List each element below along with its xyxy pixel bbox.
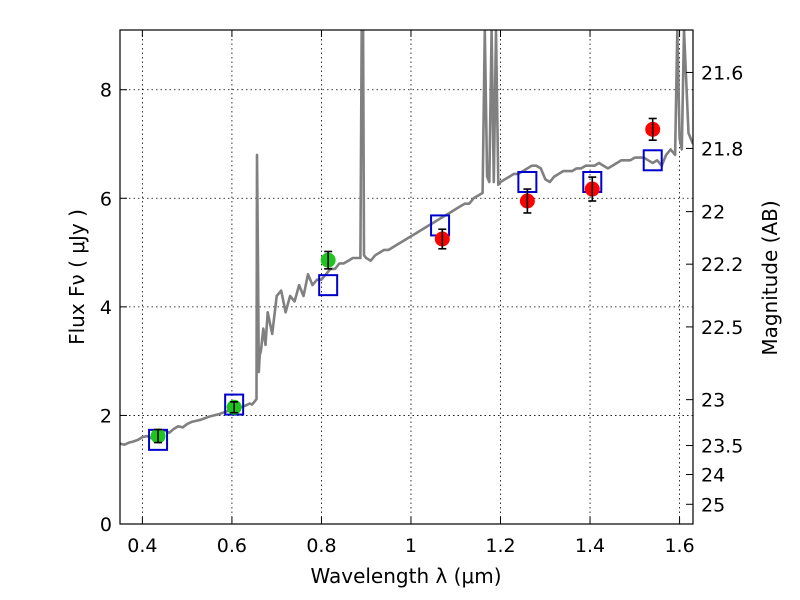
y-tick-label: 0	[100, 514, 112, 536]
y-tick-label: 4	[100, 297, 112, 319]
x-tick-label: 1.4	[575, 535, 605, 557]
y-tick-label: 6	[100, 188, 112, 210]
plot-area	[120, 30, 693, 524]
magnitude-tick-label: 22.5	[701, 317, 743, 339]
x-tick-label: 1	[405, 535, 417, 557]
magnitude-tick-label: 25	[701, 494, 725, 516]
model-flux-square	[642, 149, 663, 172]
magnitude-tick-label: 23.5	[701, 436, 743, 458]
magnitude-tick-label: 24	[701, 464, 725, 486]
model-spectrum-line	[120, 30, 693, 446]
y-tick-label: 2	[100, 405, 112, 427]
model-flux-square	[318, 274, 339, 297]
magnitude-tick-label: 21.8	[701, 138, 743, 160]
x-tick-label: 0.6	[217, 535, 247, 557]
x-tick-label: 1.2	[485, 535, 515, 557]
magnitude-tick-label: 21.6	[701, 62, 743, 84]
magnitude-tick-label: 22	[701, 202, 725, 224]
magnitude-tick-label: 23	[701, 390, 725, 412]
right-axis-label: Magnitude (AB)	[758, 200, 782, 355]
x-axis-label: Wavelength λ (μm)	[310, 564, 501, 588]
y-axis-label: Flux Fν ( μJy )	[65, 209, 89, 345]
plot-frame	[119, 29, 694, 525]
x-tick-label: 0.8	[306, 535, 336, 557]
magnitude-tick-label: 22.2	[701, 254, 743, 276]
x-tick-label: 1.6	[664, 535, 694, 557]
y-tick-label: 8	[100, 80, 112, 102]
x-tick-label: 0.4	[127, 535, 157, 557]
